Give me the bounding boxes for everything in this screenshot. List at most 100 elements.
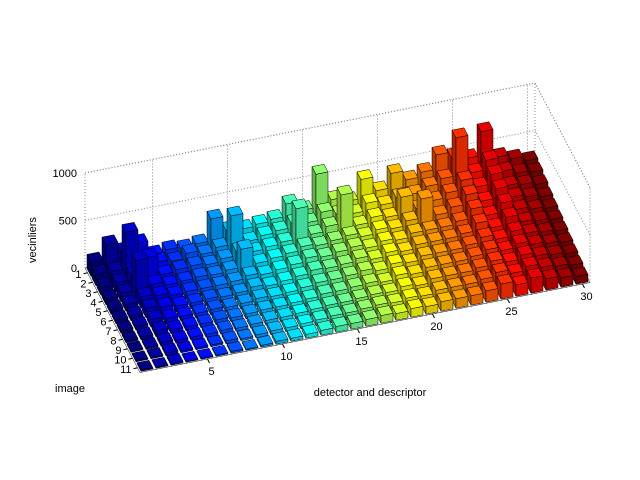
bar (146, 347, 164, 360)
bar-top (386, 163, 404, 174)
bar-top (431, 204, 449, 216)
bar-top (416, 285, 434, 297)
bar-top (381, 282, 399, 293)
y-tick-label: 1 (75, 269, 81, 281)
bar-top (371, 294, 389, 306)
bar-top (251, 324, 269, 336)
bar (406, 298, 424, 318)
bar-top (231, 282, 249, 294)
bar-top (296, 277, 314, 289)
bar-top (506, 263, 524, 274)
bar-top (451, 127, 469, 139)
bar-top (516, 174, 534, 185)
bar-top (496, 273, 514, 285)
bar-top (511, 163, 529, 174)
bar (211, 345, 229, 357)
bar (346, 313, 364, 330)
bar-top (286, 292, 304, 304)
bar-top (446, 277, 464, 288)
bar-top (271, 259, 289, 271)
bar-top (421, 220, 439, 231)
z-tick-label: 500 (59, 216, 77, 228)
bar-top (436, 291, 454, 303)
bar-top (386, 292, 404, 304)
bar-top (311, 164, 329, 175)
y-tick-label: 7 (105, 326, 111, 338)
x-tick-label: 5 (208, 366, 214, 378)
bar-top (176, 270, 194, 282)
bar (136, 360, 154, 372)
x-tick-mark (582, 283, 585, 289)
y-tick-mark (123, 348, 128, 351)
bar-top (391, 229, 409, 241)
bar-top (341, 225, 359, 237)
bar-top (236, 328, 254, 340)
bar-top (126, 340, 144, 352)
bar-top (471, 176, 489, 188)
bar-top (186, 255, 204, 267)
bars (86, 121, 589, 372)
y-tick-mark (103, 310, 108, 313)
bar-top (231, 318, 249, 329)
bar-top (406, 298, 424, 309)
bar-top (536, 221, 554, 233)
bar-top (116, 282, 134, 294)
bar-top (366, 207, 384, 218)
bar-top (281, 243, 299, 254)
bar-top (356, 169, 374, 180)
bar (151, 357, 169, 369)
bar-top (166, 319, 184, 331)
bar-top (536, 186, 554, 198)
bar-top (276, 231, 294, 243)
bar-top (316, 320, 334, 331)
bar (131, 350, 149, 363)
bar-top (251, 253, 269, 264)
bar (121, 330, 139, 344)
bar-top (431, 144, 449, 156)
bar-top (196, 348, 214, 359)
bar-top (356, 260, 374, 272)
bar-top (131, 350, 149, 362)
bar-top (361, 309, 379, 320)
bar-top (141, 337, 159, 348)
bar-top (196, 244, 214, 255)
bar (196, 313, 214, 329)
bar-top (466, 162, 484, 174)
bar-top (196, 313, 214, 325)
bar (361, 273, 379, 296)
bar-top (181, 281, 199, 292)
bar (131, 250, 149, 300)
bar-top (131, 250, 149, 262)
bar-top (221, 330, 239, 342)
bar-top (106, 299, 124, 310)
bar (196, 348, 214, 360)
bar-top (336, 292, 354, 303)
bar (231, 318, 249, 332)
bar-top (336, 254, 354, 265)
bar-top (301, 324, 319, 335)
bar-top (481, 239, 499, 251)
bar-top (111, 309, 129, 321)
bar-top (206, 334, 224, 346)
z-tick-label: 1000 (53, 168, 77, 180)
bar-top (431, 280, 449, 291)
bar-top (556, 232, 574, 243)
bar-top (351, 288, 369, 299)
bar (186, 327, 204, 341)
bar (281, 317, 299, 333)
bar-top (401, 169, 419, 181)
bar-top (111, 272, 129, 284)
bar-top (181, 316, 199, 328)
bar-top (306, 299, 324, 310)
bar-top (266, 209, 284, 220)
x-tick-label: 20 (430, 321, 442, 333)
bar-top (266, 248, 284, 259)
bar-top (401, 252, 419, 264)
y-axis-label: image (55, 383, 85, 395)
bar-top (376, 272, 394, 283)
bar-top (241, 303, 259, 315)
bar (286, 328, 304, 342)
bar-top (551, 256, 569, 267)
x-tick-label: 15 (355, 336, 367, 348)
